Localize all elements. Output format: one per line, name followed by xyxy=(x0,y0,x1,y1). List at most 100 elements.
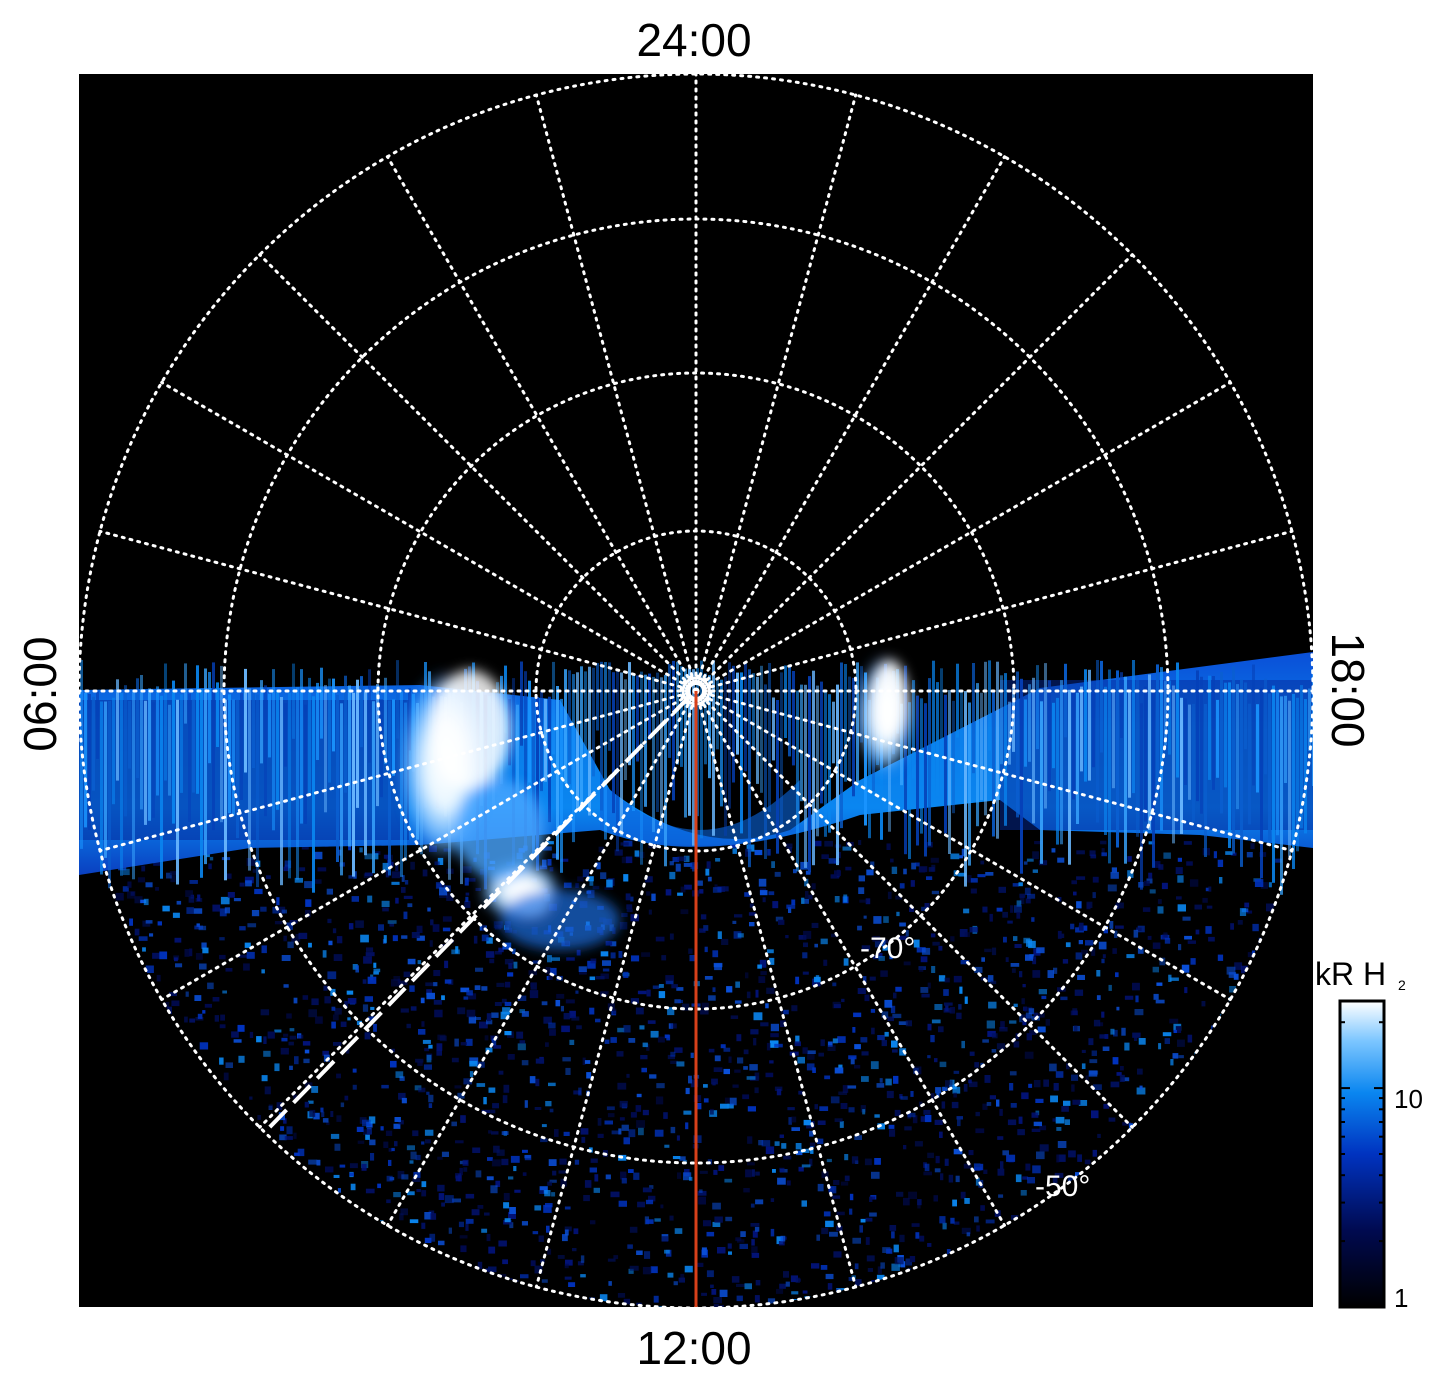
noise-pixel xyxy=(669,871,676,880)
noise-pixel xyxy=(452,1198,461,1203)
noise-pixel xyxy=(422,869,428,877)
noise-pixel xyxy=(840,1181,849,1186)
noise-pixel xyxy=(1116,1072,1122,1076)
band-streak xyxy=(1108,669,1111,864)
noise-pixel xyxy=(212,904,221,912)
noise-pixel xyxy=(986,1020,995,1029)
noise-pixel xyxy=(524,1100,528,1108)
noise-pixel xyxy=(688,948,693,954)
noise-pixel xyxy=(879,1078,883,1083)
meridian-line xyxy=(534,93,698,693)
noise-pixel xyxy=(1025,1163,1031,1171)
noise-pixel xyxy=(935,1087,942,1094)
band-streak xyxy=(1040,701,1043,864)
noise-pixel xyxy=(207,982,214,990)
noise-pixel xyxy=(1091,1050,1097,1056)
noise-pixel xyxy=(1028,1083,1033,1088)
noise-pixel xyxy=(706,861,711,869)
band-streak xyxy=(184,663,187,724)
noise-pixel xyxy=(280,1047,289,1055)
noise-pixel xyxy=(885,1078,892,1086)
band-streak xyxy=(300,669,303,824)
noise-pixel xyxy=(291,937,296,942)
noise-pixel xyxy=(372,851,381,855)
noise-pixel xyxy=(594,1174,599,1182)
noise-pixel xyxy=(989,913,993,922)
noise-pixel xyxy=(1124,1042,1130,1051)
band-streak xyxy=(800,684,803,802)
band-streak xyxy=(768,663,771,812)
band-streak xyxy=(352,692,355,877)
noise-pixel xyxy=(698,1196,706,1205)
band-streak xyxy=(284,703,287,767)
noise-pixel xyxy=(1010,905,1014,913)
noise-pixel xyxy=(477,1205,484,1209)
noise-pixel xyxy=(205,853,210,858)
band-streak xyxy=(256,694,259,888)
noise-pixel xyxy=(549,867,554,872)
noise-pixel xyxy=(1217,954,1224,961)
noise-pixel xyxy=(351,896,359,902)
noise-pixel xyxy=(346,990,354,995)
noise-pixel xyxy=(391,979,400,987)
noise-pixel xyxy=(439,893,448,898)
noise-pixel xyxy=(703,925,709,931)
noise-pixel xyxy=(867,1268,873,1272)
noise-pixel xyxy=(381,900,390,907)
band-streak xyxy=(1172,685,1175,844)
noise-pixel xyxy=(714,1055,721,1062)
noise-pixel xyxy=(595,976,605,980)
noise-pixel xyxy=(726,986,733,993)
noise-pixel xyxy=(817,1120,826,1125)
noise-pixel xyxy=(1051,848,1056,853)
noise-pixel xyxy=(383,854,389,859)
noise-pixel xyxy=(774,1141,780,1146)
band-streak xyxy=(192,699,195,793)
band-streak xyxy=(164,663,167,781)
noise-pixel xyxy=(804,898,809,904)
noise-pixel xyxy=(284,860,292,868)
noise-pixel xyxy=(1068,1150,1076,1158)
noise-pixel xyxy=(605,940,613,946)
noise-pixel xyxy=(712,950,719,958)
noise-pixel xyxy=(569,1039,575,1045)
noise-pixel xyxy=(680,909,689,915)
noise-pixel xyxy=(930,1035,935,1043)
noise-pixel xyxy=(927,1243,932,1247)
noise-pixel xyxy=(1168,974,1172,982)
noise-pixel xyxy=(394,1117,401,1122)
noise-pixel xyxy=(711,1289,717,1295)
noise-pixel xyxy=(1175,1026,1182,1033)
noise-pixel xyxy=(872,955,880,960)
noise-pixel xyxy=(293,1132,297,1139)
noise-pixel xyxy=(968,1079,972,1084)
band-streak xyxy=(976,683,979,827)
noise-pixel xyxy=(1013,1003,1018,1007)
noise-pixel xyxy=(950,936,955,942)
noise-pixel xyxy=(1099,1034,1109,1039)
noise-pixel xyxy=(825,1273,834,1280)
noise-pixel xyxy=(1053,1083,1059,1091)
band-streak xyxy=(1144,686,1147,822)
noise-pixel xyxy=(1032,1165,1041,1174)
noise-pixel xyxy=(1052,1175,1058,1183)
noise-pixel xyxy=(809,1142,816,1148)
band-streak xyxy=(636,675,639,762)
noise-pixel xyxy=(308,1159,318,1165)
noise-pixel xyxy=(1226,966,1236,975)
noise-pixel xyxy=(115,892,124,901)
noise-pixel xyxy=(617,1082,627,1090)
band-streak xyxy=(160,695,163,879)
noise-pixel xyxy=(322,1050,329,1056)
noise-pixel xyxy=(1055,1116,1065,1124)
noise-pixel xyxy=(894,1109,901,1116)
noise-pixel xyxy=(911,862,917,870)
noise-pixel xyxy=(890,1005,896,1014)
noise-pixel xyxy=(960,1191,966,1199)
noise-pixel xyxy=(634,850,640,857)
noise-pixel xyxy=(611,1130,619,1135)
noise-pixel xyxy=(761,1140,771,1147)
noise-pixel xyxy=(1092,876,1099,883)
noise-pixel xyxy=(308,1100,314,1104)
noise-pixel xyxy=(828,858,838,864)
